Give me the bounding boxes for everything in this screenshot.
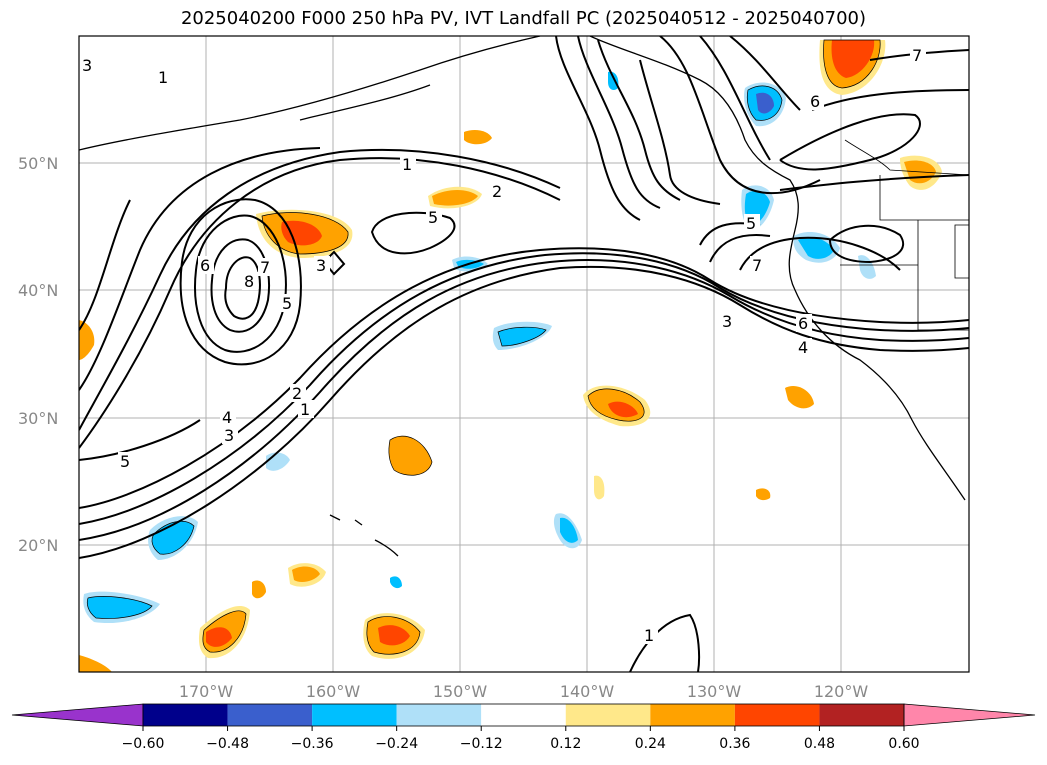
colorbar-tick-label: 0.36 — [719, 736, 750, 752]
contour-label-5-sw: 5 — [120, 452, 130, 471]
lat-label-50n: 50°N — [18, 154, 58, 173]
map-frame — [78, 35, 970, 673]
lon-label-160w: 160°W — [306, 682, 361, 701]
contour-label-7-ne: 7 — [912, 46, 922, 65]
lon-label-170w: 170°W — [179, 682, 234, 701]
map-title: 2025040200 F000 250 hPa PV, IVT Landfall… — [180, 8, 867, 29]
colorbar-segment — [734, 704, 820, 726]
lat-label-20n: 20°N — [18, 536, 58, 555]
colorbar-extend-high — [903, 703, 1036, 727]
colorbar-segment — [143, 704, 228, 726]
contour-label-6-w: 6 — [200, 256, 210, 275]
contour-label-7-e: 7 — [752, 256, 762, 275]
colorbar-tick-label: −0.24 — [375, 736, 418, 752]
contour-label-4-e: 4 — [798, 338, 808, 357]
colorbar-tick-label: 0.12 — [550, 736, 581, 752]
colorbar-segment — [312, 704, 397, 726]
contour-label-1: 1 — [402, 155, 412, 174]
contour-label-3-sw: 3 — [224, 426, 234, 445]
longitude-labels: 170°W 160°W 150°W 140°W 130°W 120°W — [179, 682, 869, 701]
contour-label-5: 5 — [428, 208, 438, 227]
colorbar-segment — [481, 704, 566, 726]
colorbar-extend-low — [11, 703, 144, 727]
latitude-labels: 50°N 40°N 30°N 20°N — [18, 154, 58, 555]
colorbar-tick-label: −0.12 — [460, 736, 503, 752]
contour-label-6-e: 6 — [798, 314, 808, 333]
map-content: 1 2 5 7 6 7 5 3 6 4 6 8 7 5 — [79, 36, 969, 672]
colorbar-segment — [565, 704, 651, 726]
colorbar-tick-label: 0.48 — [804, 736, 835, 752]
contour-label-5-e: 5 — [746, 214, 756, 233]
contour-label-3-nw: 3 — [82, 56, 92, 75]
colorbar-segment — [227, 704, 313, 726]
contour-label-3-e: 3 — [722, 312, 732, 331]
positive-anomaly-fills — [79, 40, 942, 672]
colorbar-ticks: −0.60 −0.48 −0.36 −0.24 −0.12 0.12 0.24 0.36 0.4… — [122, 726, 920, 752]
lat-label-30n: 30°N — [18, 409, 58, 428]
contour-labels: 1 2 5 7 6 7 5 3 6 4 6 8 7 5 — [80, 46, 926, 645]
colorbar — [11, 703, 1036, 727]
colorbar-tick-label: −0.48 — [206, 736, 249, 752]
contour-label-1-sw: 1 — [300, 400, 310, 419]
lon-label-140w: 140°W — [560, 682, 615, 701]
coastlines — [79, 36, 969, 557]
contour-label-2-sw: 2 — [292, 384, 302, 403]
lon-label-130w: 130°W — [687, 682, 742, 701]
lat-label-40n: 40°N — [18, 281, 58, 300]
contour-label-4-sw: 4 — [222, 408, 232, 427]
colorbar-tick-label: −0.60 — [122, 736, 165, 752]
contour-label-8: 8 — [244, 272, 254, 291]
lon-label-120w: 120°W — [814, 682, 869, 701]
colorbar-segment — [396, 704, 482, 726]
colorbar-tick-label: 0.60 — [888, 736, 919, 752]
contour-label-5-w: 5 — [282, 294, 292, 313]
map-background — [79, 36, 969, 672]
contour-label-1-se: 1 — [644, 626, 654, 645]
colorbar-segment — [819, 704, 904, 726]
contour-label-7-w: 7 — [260, 258, 270, 277]
contour-label-2: 2 — [492, 182, 502, 201]
contour-label-1-nw: 1 — [158, 68, 168, 87]
contour-label-6-ne: 6 — [810, 92, 820, 111]
lon-label-150w: 150°W — [433, 682, 488, 701]
anomaly-outlines — [86, 39, 881, 655]
colorbar-tick-label: −0.36 — [291, 736, 334, 752]
colorbar-segment — [650, 704, 735, 726]
contour-label-3-w: 3 — [316, 256, 326, 275]
pv-contours — [79, 36, 969, 672]
colorbar-tick-label: 0.24 — [635, 736, 666, 752]
